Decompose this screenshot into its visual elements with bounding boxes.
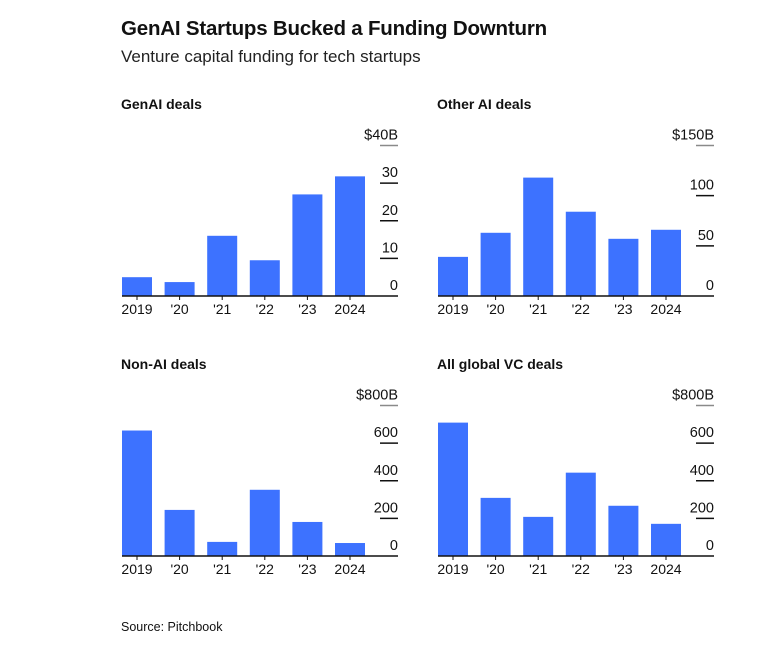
panel-all-global-vc-deals: All global VC deals 0 200 400 600 $800B 2019 '…: [437, 356, 737, 591]
x-tick-label: '20: [170, 301, 188, 317]
bar: [438, 256, 468, 296]
y-tick-label: 50: [698, 228, 714, 244]
bar: [523, 516, 554, 556]
bar: [651, 523, 681, 556]
bar: [122, 430, 152, 556]
y-tick-label: 600: [374, 425, 398, 441]
bar: [207, 235, 238, 296]
x-tick-label: '23: [614, 561, 632, 577]
y-tick-label: 200: [690, 500, 714, 516]
bar-chart-genai: 0 10 20 30 $40B 2019 '20 '21 '22 '23 2024: [121, 128, 398, 317]
y-tick-label: 600: [690, 425, 714, 441]
y-tick-label: $800B: [672, 388, 714, 404]
bar: [122, 277, 152, 296]
x-tick-label: '22: [256, 301, 274, 317]
bar: [335, 176, 365, 296]
x-tick-label: 2019: [437, 301, 468, 317]
y-tick-label: 0: [706, 538, 714, 554]
panel-other-ai-deals: Other AI deals 0 50 100 $150B 2019 '20 '21 '22 '…: [437, 96, 737, 331]
y-tick-label: 400: [374, 463, 398, 479]
x-tick-label: 2024: [650, 301, 681, 317]
bar: [207, 541, 238, 556]
bar: [438, 422, 468, 556]
x-tick-label: '20: [486, 561, 504, 577]
x-tick-label: '22: [256, 561, 274, 577]
bar: [480, 497, 511, 556]
y-tick-label: 30: [382, 165, 398, 181]
bar: [164, 282, 195, 296]
x-tick-label: '20: [486, 301, 504, 317]
x-tick-label: '23: [614, 301, 632, 317]
y-tick-label: 0: [390, 538, 398, 554]
bar: [565, 472, 596, 556]
panel-title: Other AI deals: [437, 96, 532, 112]
bar: [565, 211, 596, 296]
y-tick-label: $800B: [356, 388, 398, 404]
y-tick-label: 10: [382, 240, 398, 256]
y-tick-label: 20: [382, 203, 398, 219]
chart-title: GenAI Startups Bucked a Funding Downturn: [121, 17, 547, 40]
x-tick-label: 2024: [650, 561, 681, 577]
bar-chart-other-ai: 0 50 100 $150B 2019 '20 '21 '22 '23 2024: [437, 128, 714, 317]
x-tick-label: '23: [298, 301, 316, 317]
x-tick-label: 2024: [334, 301, 365, 317]
y-tick-label: $40B: [364, 128, 398, 144]
bar: [608, 505, 639, 556]
y-tick-label: 100: [690, 178, 714, 194]
x-tick-label: '21: [213, 561, 231, 577]
source-note: Source: Pitchbook: [121, 620, 223, 634]
x-tick-label: 2019: [437, 561, 468, 577]
x-tick-label: '20: [170, 561, 188, 577]
x-tick-label: 2019: [121, 561, 152, 577]
x-tick-label: '21: [213, 301, 231, 317]
x-tick-label: '22: [572, 301, 590, 317]
x-tick-label: '23: [298, 561, 316, 577]
bar: [164, 509, 195, 556]
panel-title: All global VC deals: [437, 356, 564, 372]
y-tick-label: $150B: [672, 128, 714, 144]
x-tick-label: '21: [529, 301, 547, 317]
x-tick-label: 2024: [334, 561, 365, 577]
x-tick-label: 2019: [121, 301, 152, 317]
bar: [292, 194, 323, 296]
bar: [523, 177, 554, 296]
bar-chart-all-global: 0 200 400 600 $800B 2019 '20 '21 '22 '23 2024: [437, 388, 714, 577]
y-tick-label: 0: [390, 278, 398, 294]
panel-title: GenAI deals: [121, 96, 202, 112]
panel-title: Non-AI deals: [121, 356, 207, 372]
panel-non-ai-deals: Non-AI deals 0 200 400 600 $800B 2019 '20 '21 '2…: [121, 356, 421, 591]
x-tick-label: '22: [572, 561, 590, 577]
bar: [292, 521, 323, 556]
panel-genai-deals: GenAI deals 0 10 20 30 $40B 2019 '20 '21 '22 '23 2…: [121, 96, 421, 331]
y-tick-label: 400: [690, 463, 714, 479]
bar: [651, 229, 681, 296]
y-tick-label: 200: [374, 500, 398, 516]
y-tick-label: 0: [706, 278, 714, 294]
bar-chart-non-ai: 0 200 400 600 $800B 2019 '20 '21 '22 '23 2024: [121, 388, 398, 577]
bar: [249, 489, 280, 556]
chart-subtitle: Venture capital funding for tech startup…: [121, 47, 421, 66]
bar: [249, 260, 280, 296]
x-tick-label: '21: [529, 561, 547, 577]
bar: [335, 543, 365, 556]
bar: [480, 232, 511, 296]
bar: [608, 238, 639, 296]
